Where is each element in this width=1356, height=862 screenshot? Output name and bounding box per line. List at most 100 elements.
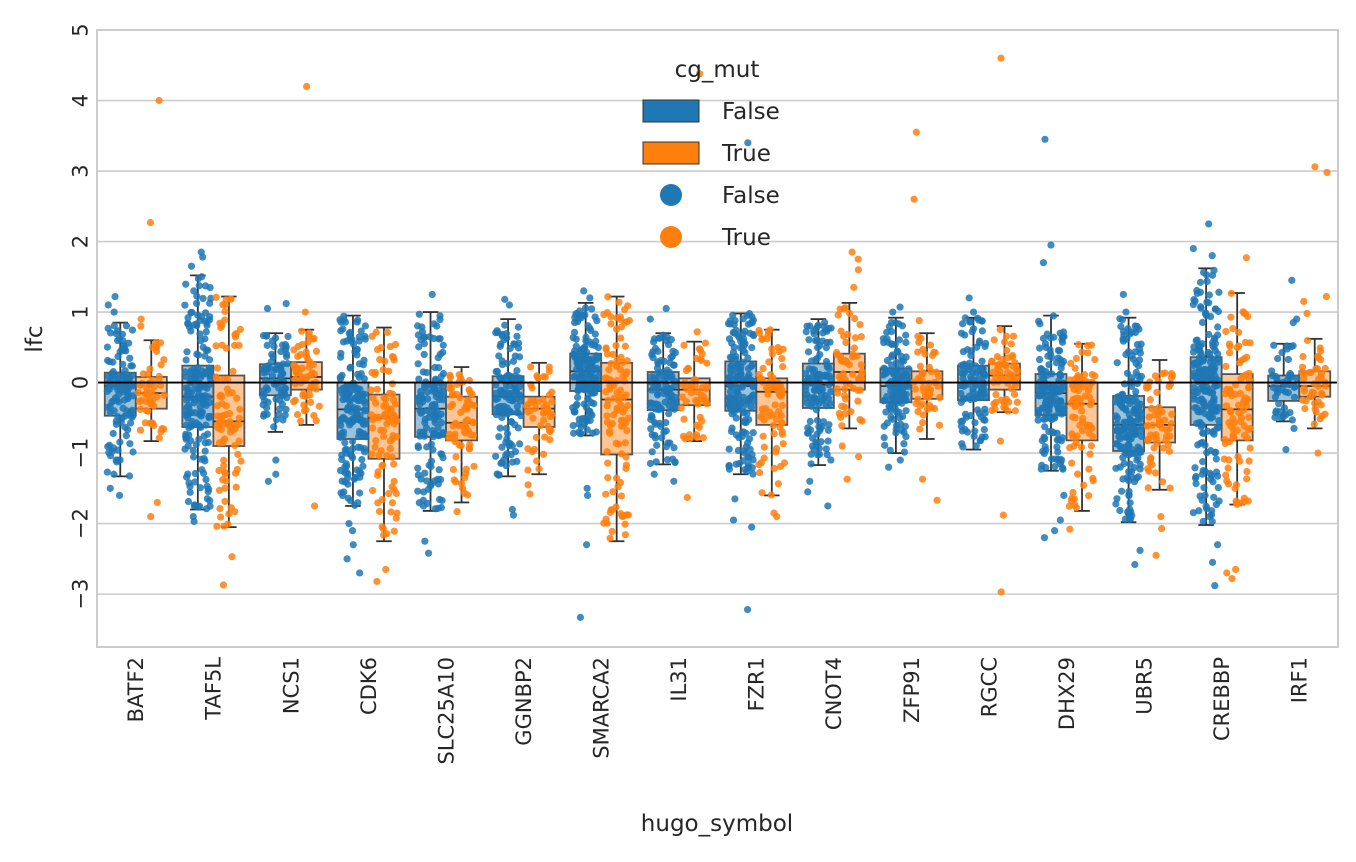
strip-point <box>973 343 981 351</box>
strip-point <box>768 345 776 353</box>
strip-point <box>372 399 380 407</box>
strip-point <box>1034 416 1042 424</box>
strip-point-outlier <box>1311 163 1319 171</box>
strip-point <box>821 318 829 327</box>
strip-point <box>957 417 965 426</box>
strip-point <box>232 421 241 429</box>
strip-point <box>981 409 989 417</box>
strip-point <box>603 350 612 358</box>
strip-point <box>391 400 400 408</box>
strip-point <box>1084 349 1092 357</box>
strip-point <box>998 375 1006 383</box>
strip-point <box>880 422 888 430</box>
strip-point <box>292 368 300 376</box>
strip-point <box>213 412 222 420</box>
strip-point <box>196 484 204 492</box>
strip-point <box>513 332 521 340</box>
strip-point <box>841 304 849 312</box>
strip-point <box>1135 403 1143 411</box>
strip-point <box>807 357 816 365</box>
strip-point <box>1081 392 1089 400</box>
strip-point-outlier <box>137 315 145 323</box>
strip-point <box>1275 400 1283 408</box>
strip-point <box>1049 312 1058 320</box>
strip-point <box>276 405 284 413</box>
strip-point <box>1013 398 1021 406</box>
strip-point <box>1126 499 1134 507</box>
strip-point <box>1322 382 1330 390</box>
strip-point <box>1113 414 1122 422</box>
frame-layer <box>96 29 1339 648</box>
strip-point <box>1069 381 1077 390</box>
strip-point <box>421 469 429 477</box>
strip-point <box>615 298 623 306</box>
y-tick-label: −2 <box>68 508 92 539</box>
strip-point-outlier <box>1131 560 1139 569</box>
strip-point <box>1113 420 1121 428</box>
strip-point <box>381 357 389 365</box>
strip-point <box>414 487 422 495</box>
strip-point <box>119 404 127 412</box>
strip-point <box>779 440 787 448</box>
strip-point <box>1121 515 1129 523</box>
strip-point <box>856 416 864 424</box>
strip-point-outlier <box>910 195 918 203</box>
strip-point <box>814 382 822 390</box>
strip-point <box>1192 479 1200 488</box>
strip-point <box>749 470 757 478</box>
strip-point <box>621 531 629 539</box>
x-tick-label: IL31 <box>667 657 691 702</box>
strip-point <box>739 409 748 417</box>
strip-point <box>1054 346 1063 354</box>
strip-point <box>749 383 757 391</box>
strip-point <box>1189 509 1197 517</box>
strip-point <box>383 420 391 428</box>
strip-point-outlier <box>1300 297 1308 306</box>
strip-point <box>1191 388 1199 396</box>
strip-point <box>507 418 515 426</box>
strip-point <box>1199 357 1207 365</box>
strip-point <box>505 372 514 380</box>
strip-point <box>309 360 317 369</box>
strip-point <box>1222 362 1230 371</box>
strip-point <box>767 384 775 392</box>
strip-point <box>339 325 347 333</box>
strip-point <box>914 408 922 416</box>
strip-point-outlier <box>965 294 973 302</box>
strip-point-outlier <box>1228 575 1236 583</box>
strip-point <box>197 337 205 345</box>
strip-point <box>533 457 541 465</box>
strip-point <box>1161 416 1169 424</box>
strip-point <box>119 382 127 390</box>
strip-point <box>772 448 780 456</box>
strip-point <box>497 340 505 348</box>
strip-point <box>217 425 225 434</box>
strip-point-outlier <box>1040 534 1049 542</box>
strip-point <box>1236 390 1244 398</box>
strip-point <box>516 391 524 399</box>
strip-point <box>220 462 228 470</box>
strip-point <box>1137 422 1145 430</box>
strip-point <box>503 410 511 418</box>
strip-point <box>349 417 357 426</box>
strip-point <box>1035 355 1044 364</box>
strip-point <box>1119 454 1127 462</box>
strip-point <box>1274 355 1282 363</box>
strip-point <box>337 353 345 361</box>
strip-point <box>112 420 121 428</box>
strip-point-outlier <box>263 304 272 313</box>
strip-point <box>356 430 364 438</box>
strip-point <box>992 390 1000 399</box>
strip-point <box>777 392 785 400</box>
strip-point <box>1059 332 1067 341</box>
x-tick-label: SLC25A10 <box>434 657 458 765</box>
strip-point <box>344 396 353 404</box>
strip-point <box>1126 399 1134 408</box>
strip-point <box>1054 455 1062 464</box>
strip-point <box>110 470 118 478</box>
strip-point <box>1212 455 1220 463</box>
x-tick-label: BATF2 <box>124 657 148 722</box>
strip-point <box>120 388 128 396</box>
strip-point <box>1054 435 1063 444</box>
strip-point <box>670 361 678 369</box>
